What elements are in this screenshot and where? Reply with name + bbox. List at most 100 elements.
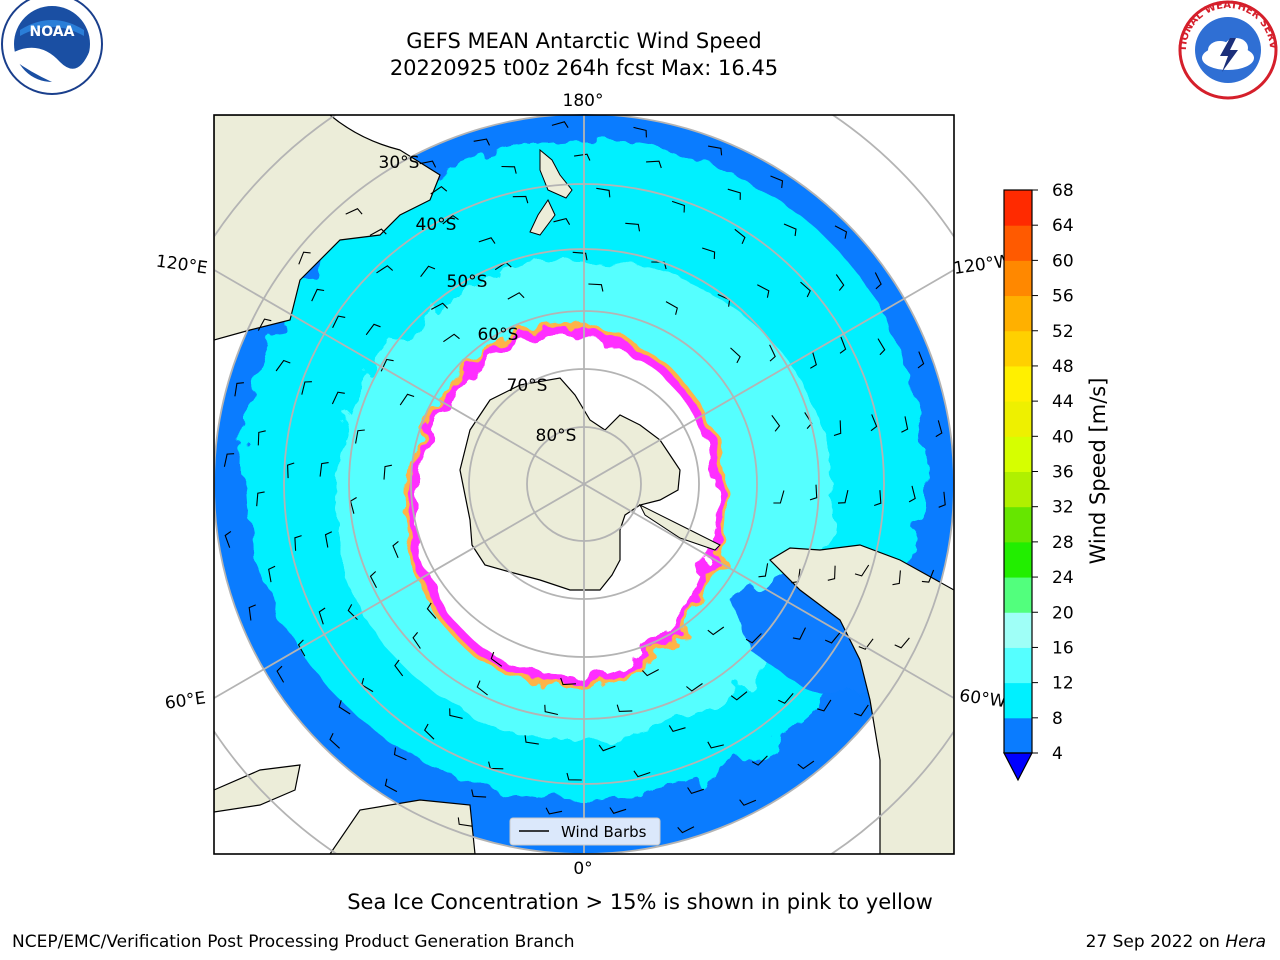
colorbar-tick-label: 4 — [1052, 744, 1063, 764]
wind-barb — [877, 338, 886, 356]
colorbar-segment — [1004, 436, 1032, 472]
wind-barb — [248, 604, 256, 621]
wind-barb — [921, 569, 935, 583]
wind-barb — [874, 272, 882, 290]
wind-barb — [596, 187, 611, 198]
sea-ice-note: Sea Ice Concentration > 15% is shown in … — [347, 890, 933, 914]
lat-label-60s: 60°S — [478, 325, 519, 345]
colorbar-segment — [1004, 225, 1032, 261]
wind-barb — [708, 145, 723, 156]
wind-barb — [810, 352, 817, 369]
wind-barb — [677, 826, 695, 834]
colorbar-tick-label: 60 — [1052, 251, 1074, 271]
chart-title: GEFS MEAN Antarctic Wind Speed — [406, 29, 762, 53]
colorbar-tick-label: 48 — [1052, 357, 1074, 377]
footer-credit: NCEP/EMC/Verification Post Processing Pr… — [12, 932, 575, 952]
wind-barb — [641, 669, 659, 677]
wind-barb — [751, 755, 768, 766]
wind-barb — [757, 284, 770, 298]
wind-barb — [574, 153, 591, 161]
colorbar-segment — [1004, 471, 1032, 508]
wind-barb — [616, 704, 633, 712]
map-frame — [213, 114, 955, 855]
colorbar-tick-label: 52 — [1052, 322, 1074, 342]
wind-barb — [223, 453, 235, 467]
colorbar-segment — [1004, 365, 1032, 402]
wind-barb — [839, 336, 847, 354]
wind-barb — [633, 770, 651, 778]
wind-barb — [298, 251, 311, 265]
colorbar-segment — [1004, 295, 1032, 332]
colorbar-segment — [1004, 577, 1032, 613]
wind-barb — [473, 138, 490, 146]
lat-label-80s: 80°S — [536, 426, 577, 446]
wind-barb — [419, 160, 437, 168]
graticule — [214, 115, 954, 854]
wind-barb — [501, 165, 517, 174]
wind-barb — [490, 651, 503, 667]
wind-barb — [625, 222, 641, 232]
wind-barb — [297, 639, 306, 657]
wind-barb — [778, 693, 794, 704]
wind-barb — [633, 126, 647, 138]
wind-barb — [331, 391, 345, 405]
wind-barb — [646, 160, 662, 169]
wind-barb — [257, 318, 272, 331]
wind-barb — [783, 223, 797, 237]
wind-barb — [476, 680, 488, 696]
wind-barb — [399, 393, 415, 406]
wind-barb — [332, 315, 346, 329]
wind-barb — [686, 683, 703, 692]
wind-barb — [384, 778, 398, 793]
wind-barb — [311, 288, 325, 302]
wind-barb — [734, 228, 746, 245]
wind-barb — [224, 530, 232, 548]
wind-barb — [671, 200, 685, 213]
wind-barb — [478, 237, 496, 244]
wind-barb — [412, 632, 421, 649]
wind-barb — [369, 228, 387, 236]
wind-barb — [276, 665, 285, 683]
noaa-logo: NOAA — [1, 0, 103, 95]
chart-subtitle: 20220925 t00z 264h fcst Max: 16.45 — [389, 56, 779, 80]
wind-barb — [707, 626, 725, 636]
wind-barb — [551, 121, 569, 128]
wind-barb — [376, 265, 394, 274]
wind-barb — [773, 490, 785, 504]
wind-barb — [797, 760, 815, 770]
wind-barb — [835, 274, 845, 291]
wind-barb — [471, 789, 487, 798]
wind-barb — [769, 344, 776, 362]
wind-barb — [739, 799, 757, 806]
wind-barb — [275, 359, 291, 372]
wind-barb — [560, 677, 577, 686]
wind-barb — [355, 429, 365, 444]
wind-barb — [834, 225, 848, 239]
colorbar-segment — [1004, 401, 1032, 437]
colorbar-segment — [1004, 541, 1032, 578]
colorbar-tick-label: 24 — [1052, 568, 1074, 588]
wind-barb — [369, 571, 377, 589]
wind-barb — [668, 725, 686, 733]
wind-barb — [566, 772, 582, 781]
wind-barb — [745, 633, 762, 644]
wind-barb — [938, 491, 946, 508]
wind-barb — [365, 323, 381, 336]
wind-barb — [442, 214, 459, 225]
colorbar-segment — [1004, 647, 1032, 684]
wind-barb — [512, 195, 529, 204]
wind-barb — [730, 347, 741, 364]
wind-barb — [874, 490, 882, 507]
wind-barb — [457, 817, 473, 827]
colorbar-segment — [1004, 682, 1032, 719]
lat-label-50s: 50°S — [447, 272, 488, 292]
lat-label-40s: 40°S — [416, 215, 457, 235]
wind-barb — [426, 602, 437, 619]
colorbar-label: Wind Speed [m/s] — [1086, 378, 1110, 565]
wind-barb — [858, 638, 874, 650]
wind-barb — [707, 741, 724, 749]
colorbar-segment — [1004, 612, 1032, 648]
wind-barb — [544, 704, 559, 716]
